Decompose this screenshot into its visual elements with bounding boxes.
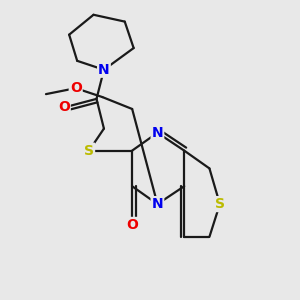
Text: O: O [126,218,138,232]
Text: S: S [84,144,94,158]
Text: N: N [152,197,163,211]
Text: O: O [58,100,70,115]
Text: N: N [98,63,110,77]
Text: S: S [215,197,225,211]
Text: O: O [70,81,82,95]
Text: N: N [152,126,163,140]
